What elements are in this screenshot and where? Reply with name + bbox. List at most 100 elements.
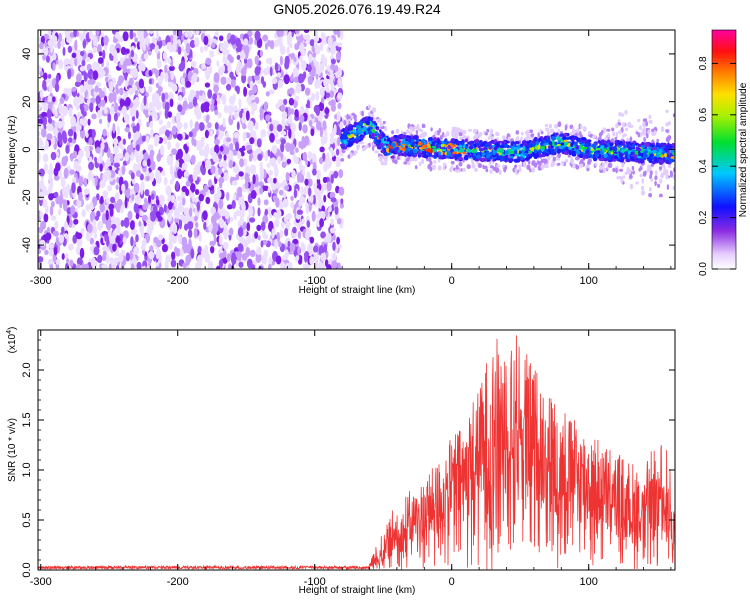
noise-speckle <box>166 155 173 166</box>
noise-speckle <box>158 234 164 241</box>
noise-speckle <box>268 57 273 65</box>
signal-halo-point <box>520 136 523 142</box>
noise-speckle <box>154 134 160 145</box>
signal-halo-point <box>487 136 491 140</box>
signal-halo-point <box>615 123 619 128</box>
signal-halo-point <box>546 157 551 161</box>
signal-halo-point <box>515 130 520 135</box>
noise-speckle <box>105 253 110 264</box>
noise-speckle <box>283 74 290 85</box>
signal-halo-point <box>466 164 471 170</box>
noise-speckle <box>229 142 234 152</box>
noise-speckle <box>237 227 244 237</box>
signal-halo-point <box>414 165 418 170</box>
noise-speckle <box>39 211 43 218</box>
noise-speckle <box>226 76 232 85</box>
noise-speckle <box>308 201 312 212</box>
noise-speckle <box>143 95 147 106</box>
noise-speckle <box>120 46 126 56</box>
noise-speckle <box>312 194 316 205</box>
noise-speckle <box>318 260 323 269</box>
noise-speckle <box>161 39 167 47</box>
noise-speckle <box>69 260 74 267</box>
noise-speckle <box>196 105 200 112</box>
noise-speckle <box>265 114 271 122</box>
noise-speckle <box>196 110 202 120</box>
noise-speckle <box>143 53 149 60</box>
noise-speckle <box>340 198 344 205</box>
noise-speckle <box>55 162 61 172</box>
noise-speckle <box>150 160 156 171</box>
noise-speckle <box>142 160 147 167</box>
noise-speckle <box>155 211 161 219</box>
noise-speckle <box>292 226 297 234</box>
noise-speckle <box>337 92 343 100</box>
noise-speckle <box>200 165 204 173</box>
noise-speckle <box>237 243 244 252</box>
noise-speckle <box>303 30 310 34</box>
noise-speckle <box>168 65 175 71</box>
noise-speckle <box>285 249 289 259</box>
noise-speckle <box>227 263 232 269</box>
noise-speckle <box>123 217 130 229</box>
noise-speckle <box>151 93 156 104</box>
noise-speckle <box>200 46 204 53</box>
noise-speckle <box>198 233 202 242</box>
noise-speckle <box>160 144 165 156</box>
noise-speckle <box>48 82 53 93</box>
noise-speckle <box>38 152 41 163</box>
noise-speckle <box>142 203 148 210</box>
noise-speckle <box>119 98 124 108</box>
signal-halo-point <box>527 136 530 140</box>
noise-speckle <box>332 234 336 241</box>
noise-speckle <box>297 231 302 239</box>
noise-speckle <box>107 185 112 192</box>
signal-halo-point <box>384 157 388 163</box>
noise-speckle <box>91 113 97 120</box>
noise-speckle <box>277 99 284 105</box>
signal-halo-point <box>654 180 657 187</box>
noise-speckle <box>169 98 174 108</box>
noise-speckle <box>247 235 252 245</box>
noise-speckle <box>240 237 244 245</box>
noise-speckle <box>142 31 149 38</box>
noise-speckle <box>45 205 49 215</box>
noise-speckle <box>55 236 60 246</box>
signal-halo-point <box>572 162 576 169</box>
noise-speckle <box>193 138 197 147</box>
signal-halo-point <box>530 133 535 138</box>
noise-speckle <box>185 188 190 197</box>
noise-speckle <box>259 187 264 194</box>
noise-speckle <box>210 165 216 175</box>
signal-halo-point <box>490 129 493 134</box>
noise-speckle <box>311 69 316 77</box>
noise-speckle <box>319 129 323 138</box>
noise-speckle <box>139 57 143 67</box>
noise-speckle <box>175 142 180 149</box>
noise-speckle <box>44 48 49 56</box>
signal-halo-point <box>403 161 408 165</box>
noise-speckle <box>210 103 215 112</box>
signal-halo-point <box>459 128 463 133</box>
noise-speckle <box>78 192 83 201</box>
noise-speckle <box>119 56 124 66</box>
noise-speckle <box>115 224 121 235</box>
noise-speckle <box>243 38 249 46</box>
noise-speckle <box>89 211 96 222</box>
noise-speckle <box>132 125 137 134</box>
noise-speckle <box>298 121 302 131</box>
noise-speckle <box>261 254 268 265</box>
noise-speckle <box>39 89 44 99</box>
noise-speckle <box>121 165 126 176</box>
noise-speckle <box>55 74 60 85</box>
signal-halo-point <box>659 193 663 198</box>
noise-speckle <box>262 185 269 192</box>
noise-speckle <box>305 87 311 96</box>
signal-halo-point <box>612 167 616 173</box>
noise-speckle <box>267 186 271 193</box>
noise-speckle <box>279 55 283 66</box>
signal-halo-point <box>353 150 358 154</box>
noise-speckle <box>112 137 119 146</box>
noise-speckle <box>233 131 240 139</box>
noise-speckle <box>165 254 172 263</box>
